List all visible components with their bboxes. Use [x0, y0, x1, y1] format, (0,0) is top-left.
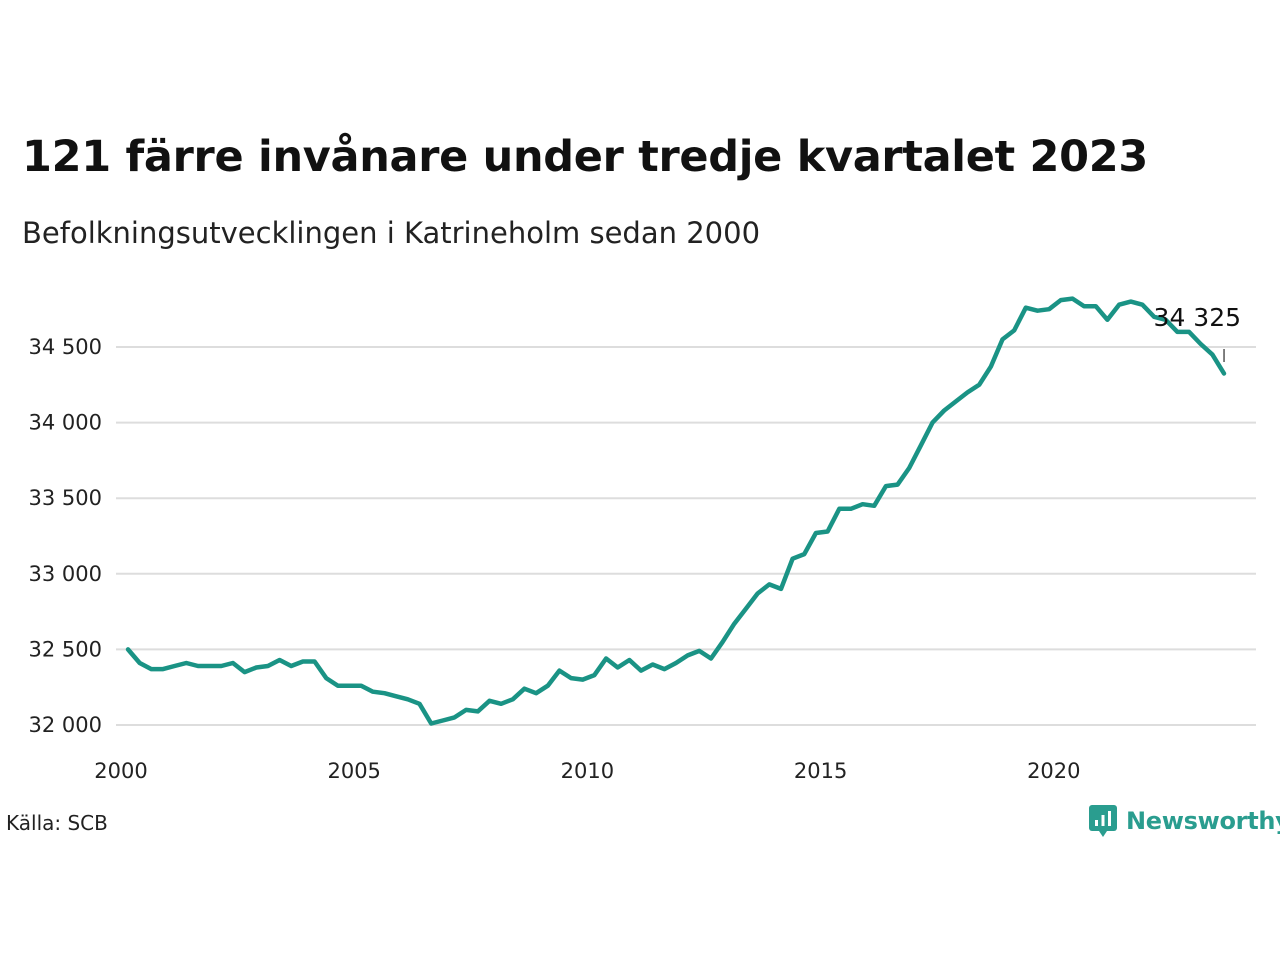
population-line	[125, 296, 1227, 726]
x-tick-label: 2015	[794, 759, 847, 783]
line-chart: 32 000 32 500 33 000 33 500 34 000 34 500 200…	[29, 296, 1256, 783]
x-tick-label: 2010	[561, 759, 614, 783]
y-tick-label: 32 500	[29, 637, 102, 661]
y-tick-label: 32 000	[29, 713, 102, 737]
y-axis-ticks: 32 000 32 500 33 000 33 500 34 000 34 500	[29, 335, 102, 737]
x-axis-ticks: 2000 2005 2010 2015 2020	[94, 759, 1080, 783]
source-note: Källa: SCB	[6, 811, 108, 835]
brand-logo: Newsworthy	[1088, 804, 1280, 838]
grid-lines	[116, 346, 1256, 726]
x-tick-label: 2020	[1027, 759, 1080, 783]
last-value-label: 34 325	[1154, 303, 1241, 332]
x-tick-label: 2005	[327, 759, 380, 783]
y-tick-label: 34 500	[29, 335, 102, 359]
chart-title: 121 färre invånare under tredje kvartale…	[22, 132, 1149, 182]
chart-subtitle: Befolkningsutvecklingen i Katrineholm se…	[22, 216, 761, 250]
y-tick-label: 33 000	[29, 562, 102, 586]
y-tick-label: 33 500	[29, 486, 102, 510]
brand-name: Newsworthy	[1126, 807, 1280, 835]
y-tick-label: 34 000	[29, 411, 102, 435]
x-tick-label: 2000	[94, 759, 147, 783]
bar-chart-speech-bubble-icon	[1089, 805, 1117, 837]
